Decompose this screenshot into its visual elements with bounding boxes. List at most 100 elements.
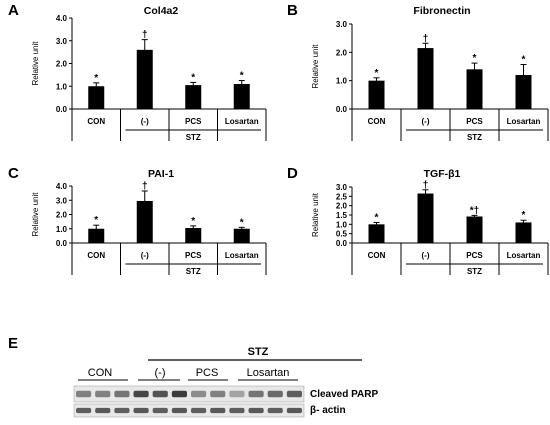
significance-mark: *	[94, 73, 98, 84]
category-label: (-)	[141, 117, 149, 126]
blot-band	[267, 407, 283, 414]
blot-band	[171, 407, 187, 414]
significance-mark: *	[240, 217, 244, 228]
y-tick-label: 2.0	[336, 48, 348, 57]
y-tick-label: 2.0	[56, 211, 68, 220]
y-tick-label: 1.5	[336, 211, 348, 220]
y-axis-label: Relative unit	[311, 192, 320, 237]
y-tick-label: 2.0	[56, 60, 68, 69]
group-label: STZ	[467, 267, 482, 276]
blot-band	[286, 390, 302, 398]
blot-band	[76, 390, 92, 398]
bar	[368, 80, 385, 109]
chart-title: TGF-β1	[424, 168, 461, 180]
significance-mark: *	[473, 53, 477, 64]
blot-band	[191, 390, 207, 398]
y-tick-label: 0.5	[336, 230, 348, 239]
y-tick-label: 3.0	[336, 20, 348, 29]
chart-panel-2: Fibronectin 0.0 1.0 2.0 3.0 Relative unit * CON…	[311, 5, 549, 142]
panel-letter-a: A	[8, 2, 19, 19]
bar	[417, 193, 434, 243]
chart-panel-3: PAI-1 0.0 1.0 2.0 3.0 4.0 Relative unit * CON † (-…	[31, 168, 267, 276]
bar	[368, 224, 385, 243]
blot-strip-beta-actin	[73, 403, 305, 418]
y-axis-label: Relative unit	[31, 192, 40, 237]
chart-title: Fibronectin	[413, 5, 470, 17]
blot-band	[229, 407, 245, 414]
category-label: (-)	[422, 117, 430, 126]
blot-band	[114, 390, 130, 398]
panel-letter-e: E	[8, 335, 19, 352]
blot-band	[76, 407, 92, 414]
y-tick-label: 2.5	[336, 192, 348, 201]
blot-strip-cleaved-parp	[73, 385, 305, 403]
category-label: CON	[368, 251, 386, 260]
y-tick-label: 3.0	[56, 37, 68, 46]
blot-lane-label: PCS	[196, 367, 219, 379]
significance-mark: †	[423, 180, 429, 191]
blot-band	[248, 390, 264, 398]
significance-mark: †	[423, 33, 429, 44]
y-tick-label: 1.0	[336, 77, 348, 86]
blot-band	[133, 407, 149, 414]
chart-title: Col4a2	[144, 5, 179, 17]
y-tick-label: 0.0	[336, 105, 348, 114]
bar	[88, 86, 105, 109]
blot-band	[152, 390, 168, 398]
blot-band	[248, 407, 264, 414]
bar	[515, 222, 532, 243]
y-tick-label: 0.0	[56, 239, 68, 248]
bar	[185, 85, 202, 109]
significance-mark: †	[142, 181, 148, 192]
significance-mark: *	[375, 68, 379, 79]
blot-band	[171, 390, 187, 398]
bar	[515, 75, 532, 109]
blot-band	[210, 390, 226, 398]
category-label: Losartan	[225, 117, 259, 126]
panel-letter-d: D	[287, 165, 298, 182]
bar	[466, 69, 483, 109]
y-tick-label: 1.0	[56, 225, 68, 234]
blot-band	[152, 407, 168, 414]
y-axis-label: Relative unit	[31, 41, 40, 86]
category-label: Losartan	[507, 251, 541, 260]
category-label: Losartan	[507, 117, 541, 126]
category-label: CON	[368, 117, 386, 126]
group-label: STZ	[186, 133, 201, 142]
significance-mark: *†	[470, 205, 479, 216]
bar	[88, 228, 105, 243]
category-label: PCS	[466, 251, 483, 260]
group-label: STZ	[467, 133, 482, 142]
y-tick-label: 3.0	[56, 196, 68, 205]
bar	[136, 49, 153, 109]
bar	[466, 216, 483, 243]
bar	[136, 200, 153, 243]
blot-band	[286, 407, 302, 414]
y-tick-label: 0.0	[336, 239, 348, 248]
category-label: PCS	[185, 117, 202, 126]
significance-mark: *	[522, 55, 526, 66]
bar	[417, 48, 434, 109]
y-tick-label: 1.0	[336, 220, 348, 229]
y-tick-label: 4.0	[56, 14, 68, 23]
blot-band	[95, 407, 111, 414]
blot-lane-label: Losartan	[247, 367, 290, 379]
panel-letter-b: B	[287, 2, 298, 19]
blot-band-label: β- actin	[310, 405, 346, 416]
blot-band	[229, 390, 245, 398]
blot-band	[210, 407, 226, 414]
y-tick-label: 3.0	[336, 183, 348, 192]
y-tick-label: 0.0	[56, 105, 68, 114]
panel-letter-c: C	[8, 165, 19, 182]
bar-charts-canvas: Col4a2 0.0 1.0 2.0 3.0 4.0 Relative unit * CON † (…	[31, 5, 549, 276]
chart-panel-1: Col4a2 0.0 1.0 2.0 3.0 4.0 Relative unit * CON † (…	[31, 5, 267, 142]
y-tick-label: 1.0	[56, 82, 68, 91]
category-label: PCS	[185, 251, 202, 260]
significance-mark: *	[240, 71, 244, 82]
y-tick-label: 4.0	[56, 182, 68, 191]
significance-mark: †	[142, 30, 148, 41]
category-label: Losartan	[225, 251, 259, 260]
category-label: (-)	[422, 251, 430, 260]
category-label: PCS	[466, 117, 483, 126]
